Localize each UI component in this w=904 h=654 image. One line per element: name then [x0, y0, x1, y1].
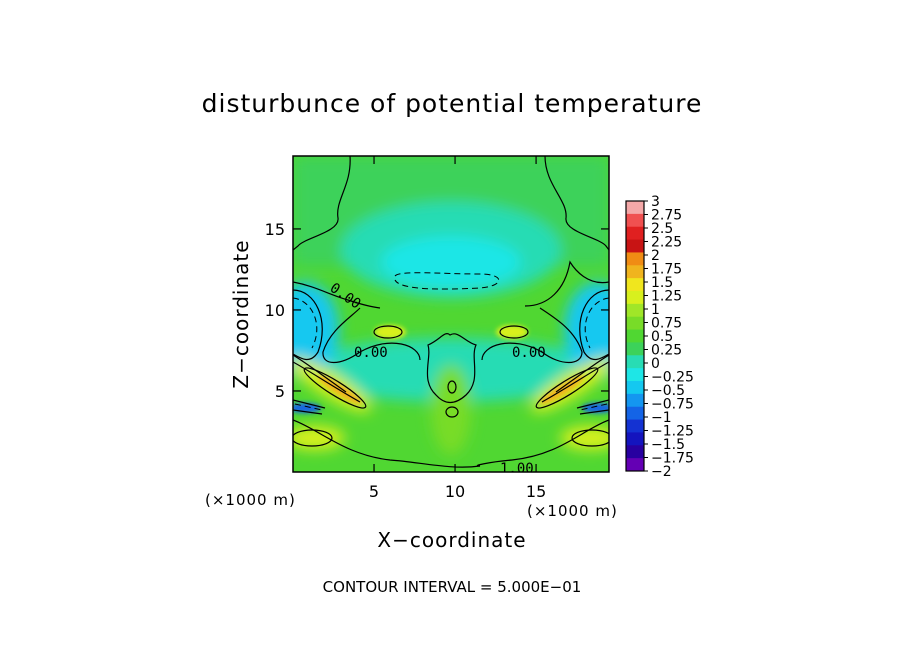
x-tick-label: 5	[369, 482, 379, 501]
dashed-right-lobe	[584, 297, 609, 349]
colorbar-label: 2.75	[651, 208, 682, 224]
colorbar-swatch	[626, 201, 644, 215]
contour-left-lower	[293, 419, 481, 468]
colorbar-label: 2.5	[651, 221, 673, 237]
colorbar-label: 0.75	[651, 316, 682, 332]
lower-left-warm	[293, 426, 345, 450]
contour-interval-note: CONTOUR INTERVAL = 5.000E−01	[323, 578, 582, 596]
y-tick-label: 5	[275, 382, 285, 401]
contour-label: 0.00	[512, 345, 546, 361]
contour-field: 0.00 0.00 0.00 1.00	[293, 156, 609, 477]
contour-right-lobe	[579, 289, 609, 361]
upper-cold-core	[381, 236, 521, 288]
colorbar-swatch	[626, 406, 644, 421]
colorbar-swatch	[626, 303, 644, 318]
contour-zero-mid-right	[524, 260, 609, 307]
colorbar-label: −0.5	[651, 383, 685, 399]
z-axis-unit: (×1000 m)	[527, 502, 618, 520]
colorbar-swatch	[626, 226, 644, 241]
colorbar-swatch	[626, 213, 644, 228]
dashed-contours	[293, 272, 609, 411]
contour-center-small	[445, 406, 459, 418]
x-tick-label: 10	[445, 482, 465, 501]
contour-right-edge-lines	[541, 354, 609, 415]
contour-center-column	[426, 333, 477, 404]
contour-left-lobe	[293, 289, 323, 361]
contour-lower-left-spot	[293, 429, 333, 447]
left-upper-warm-spot	[374, 325, 406, 339]
right-cold-lobe	[564, 282, 609, 378]
colorbar-swatch	[626, 342, 644, 356]
left-cold-lobe	[293, 282, 339, 378]
colorbar-swatch	[626, 445, 644, 459]
colorbar-label: 1.5	[651, 275, 673, 291]
contour-zero-core-left	[322, 307, 421, 364]
colorbar-swatch	[626, 329, 644, 343]
colorbar-label: 0.5	[651, 329, 673, 345]
colorbar-label: −1	[651, 410, 672, 426]
colorbar-swatch	[626, 239, 644, 253]
colorbar-label: −1.25	[651, 424, 694, 440]
colorbar-swatch	[626, 291, 644, 305]
colorbar-label: −1.75	[651, 451, 694, 467]
colorbar-label: 0	[651, 356, 660, 372]
dashed-left-core	[294, 403, 323, 411]
contour-left-edge-lines	[293, 354, 361, 415]
colorbar-label: 1	[651, 302, 660, 318]
colorbar-label: −2	[651, 464, 672, 480]
contour-lines	[293, 156, 609, 468]
x-axis: 5 10 15	[369, 156, 546, 501]
x-axis-label: X−coordinate	[377, 528, 526, 552]
colorbar-label: 1.75	[651, 262, 682, 278]
y-axis: 5 10 15	[265, 220, 609, 401]
contour-left-upper-spot	[373, 325, 403, 339]
colorbar-swatch	[626, 432, 644, 446]
contour-zero-upper-right	[544, 156, 609, 251]
colorbar-label: −0.75	[651, 397, 694, 413]
colorbar-swatch	[626, 419, 644, 433]
contour-right-upper-spot	[499, 325, 529, 339]
y-axis-label: Z−coordinate	[229, 239, 253, 388]
colorbar-swatch	[626, 393, 644, 408]
colorbar-label: 2	[651, 248, 660, 264]
lower-right-warm	[560, 426, 609, 450]
contour-lower-right-spot	[571, 429, 609, 447]
contour-zero-upper	[293, 156, 351, 251]
colorbar-swatch	[626, 252, 644, 266]
colorbar-label: 1.25	[651, 289, 682, 305]
contour-zero-mid-left	[293, 281, 381, 309]
y-tick-label: 10	[265, 301, 285, 320]
center-warm-column	[431, 365, 471, 455]
contour-center-small-2	[447, 380, 457, 394]
colorbar-label: 0.25	[651, 343, 682, 359]
colorbar-label: 3	[651, 194, 660, 210]
contour-zero-core-right	[481, 307, 583, 364]
chart-title: disturbunce of potential temperature	[202, 89, 703, 118]
colorbar-swatch	[626, 278, 644, 292]
dashed-right-core	[579, 403, 608, 411]
colorbar-label: 2.25	[651, 235, 682, 251]
contour-label: 1.00	[500, 461, 534, 477]
colorbar-swatch	[626, 458, 644, 472]
x-tick-label: 15	[526, 482, 546, 501]
right-upper-warm-spot	[496, 325, 528, 339]
colorbar-swatch	[626, 355, 644, 369]
colorbar-label: −1.5	[651, 437, 685, 453]
colorbar-swatch	[626, 316, 644, 331]
colorbar: 32.752.52.2521.751.51.2510.750.50.250−0.…	[625, 194, 694, 480]
colorbar-label: −0.25	[651, 370, 694, 386]
colorbar-swatch	[626, 381, 644, 395]
dashed-left-lobe	[293, 297, 318, 349]
contour-label: 0.00	[354, 345, 388, 361]
y-tick-label: 15	[265, 220, 285, 239]
x-axis-unit: (×1000 m)	[205, 491, 296, 509]
colorbar-swatch	[626, 265, 644, 279]
colorbar-swatch	[626, 368, 644, 382]
plot-frame	[292, 155, 610, 473]
